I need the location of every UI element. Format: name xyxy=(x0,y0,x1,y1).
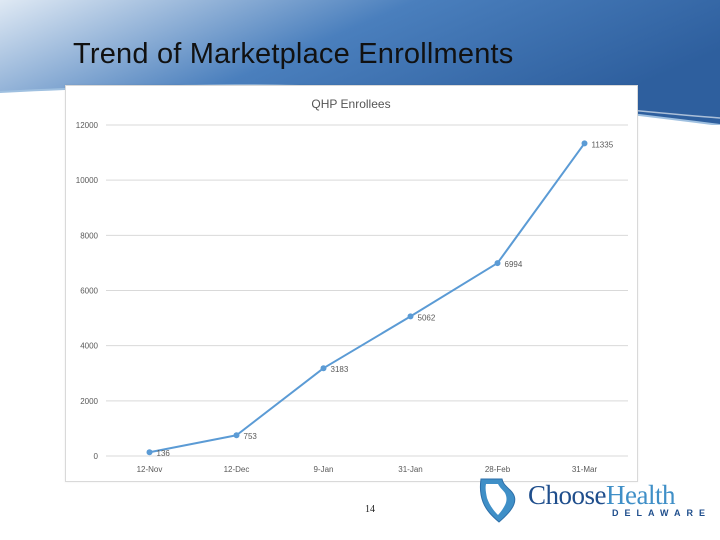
y-tick-label: 2000 xyxy=(80,397,98,406)
data-point xyxy=(233,432,240,439)
y-tick-label: 6000 xyxy=(80,287,98,296)
data-point xyxy=(320,365,327,372)
data-label: 5062 xyxy=(418,313,436,322)
x-tick-label: 12-Dec xyxy=(224,465,250,474)
page-number: 14 xyxy=(365,504,375,515)
y-tick-label: 10000 xyxy=(76,176,99,185)
y-tick-label: 12000 xyxy=(76,121,99,130)
x-tick-label: 31-Mar xyxy=(572,465,598,474)
data-point xyxy=(581,140,588,147)
data-label: 753 xyxy=(244,432,258,441)
qhp-enrollees-line-chart: QHP Enrollees 0 2000 4000 6000 8000 10000 1200… xyxy=(76,97,628,474)
chart-frame: QHP Enrollees 0 2000 4000 6000 8000 10000 1200… xyxy=(65,85,638,482)
chart-title: QHP Enrollees xyxy=(311,97,390,111)
data-point xyxy=(494,260,501,267)
slide-title: Trend of Marketplace Enrollments xyxy=(73,38,514,70)
y-tick-label: 0 xyxy=(94,452,99,461)
x-tick-label: 31-Jan xyxy=(398,465,422,474)
choose-health-delaware-logo: ChooseHealth DELAWARE xyxy=(472,476,712,526)
data-label: 3183 xyxy=(331,365,349,374)
data-point xyxy=(407,313,414,320)
series-line xyxy=(149,142,586,454)
logo-word-health: Health xyxy=(606,480,675,510)
y-tick-label: 4000 xyxy=(80,342,98,351)
data-label: 136 xyxy=(157,449,171,458)
y-tick-label: 8000 xyxy=(80,231,98,240)
data-label: 6994 xyxy=(505,260,523,269)
x-tick-label: 12-Nov xyxy=(137,465,163,474)
x-tick-label: 9-Jan xyxy=(313,465,333,474)
data-point xyxy=(146,449,153,456)
logo-wordmark: ChooseHealth xyxy=(528,480,675,510)
data-label: 11335 xyxy=(592,140,614,149)
logo-subtitle: DELAWARE xyxy=(612,508,712,518)
delaware-state-outline-icon xyxy=(479,478,516,523)
logo-word-choose: Choose xyxy=(528,480,607,510)
x-tick-label: 28-Feb xyxy=(485,465,511,474)
